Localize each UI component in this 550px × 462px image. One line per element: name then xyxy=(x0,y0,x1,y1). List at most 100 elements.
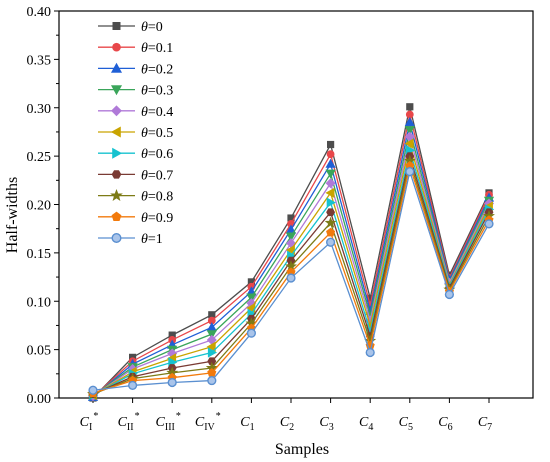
x-tick-label-main: C xyxy=(80,415,90,430)
x-tick-label: C4 xyxy=(359,415,373,433)
x-tick-label-sub: 7 xyxy=(487,422,492,433)
legend-label-value: =0.2 xyxy=(148,62,173,77)
legend-item: θ=1 xyxy=(98,232,163,247)
x-tick-label: CI* xyxy=(80,411,99,433)
data-point xyxy=(366,294,374,302)
data-point xyxy=(324,216,337,228)
x-tick-label-main: C xyxy=(359,415,369,430)
legend-marker xyxy=(111,211,122,221)
x-tick-label-main: C xyxy=(240,415,250,430)
legend-label: θ=0.2 xyxy=(141,62,173,77)
x-tick-label-sup: * xyxy=(216,411,221,422)
legend: θ=0θ=0.1θ=0.2θ=0.3θ=0.4θ=0.5θ=0.6θ=0.7θ=… xyxy=(98,20,173,247)
x-tick-label: CII* xyxy=(118,411,140,433)
x-tick-label: C7 xyxy=(478,415,492,433)
x-tick-label-sub: IV xyxy=(204,422,215,433)
x-tick-label: CIV* xyxy=(195,411,221,433)
legend-label-symbol: θ xyxy=(141,190,148,205)
legend-label: θ=0 xyxy=(141,20,163,35)
legend-label: θ=0.6 xyxy=(141,147,173,162)
legend-marker xyxy=(111,232,122,243)
legend-label-symbol: θ xyxy=(141,105,148,120)
legend-label: θ=0.8 xyxy=(141,190,173,205)
x-tick-label-sup: * xyxy=(176,411,181,422)
y-axis-title: Half-widths xyxy=(4,177,21,253)
legend-label: θ=0.9 xyxy=(141,211,173,226)
legend-label: θ=0.3 xyxy=(141,84,173,99)
legend-item: θ=0.4 xyxy=(98,105,173,120)
legend-label-symbol: θ xyxy=(141,62,148,77)
x-tick-label-main: C xyxy=(195,415,205,430)
x-tick-label-main: C xyxy=(399,415,409,430)
legend-label-symbol: θ xyxy=(141,168,148,183)
data-point xyxy=(404,138,414,149)
y-tick-label: 0.30 xyxy=(27,102,52,117)
x-tick-label-main: C xyxy=(438,415,448,430)
x-tick-label-sup: * xyxy=(135,411,140,422)
data-point xyxy=(326,208,336,217)
legend-item: θ=0 xyxy=(98,20,163,35)
legend-marker xyxy=(110,188,123,201)
legend-marker xyxy=(110,62,123,73)
data-point xyxy=(207,347,218,358)
y-tick-label: 0.15 xyxy=(27,247,52,262)
legend-marker xyxy=(110,85,123,96)
x-tick-label-main: C xyxy=(156,415,166,430)
x-tick-label-sub: 3 xyxy=(329,422,334,433)
data-point xyxy=(207,375,217,386)
legend-label: θ=0.5 xyxy=(141,126,173,141)
x-tick-label-main: C xyxy=(118,415,128,430)
legend-item: θ=0.6 xyxy=(98,147,173,162)
data-point xyxy=(207,316,216,325)
data-point xyxy=(406,103,414,111)
legend-marker xyxy=(112,22,121,30)
legend-label-symbol: θ xyxy=(141,41,148,56)
legend-label-symbol: θ xyxy=(141,211,148,226)
legend-marker xyxy=(112,42,121,52)
data-point xyxy=(365,347,375,358)
legend-label: θ=0.4 xyxy=(141,105,173,120)
legend-label-value: =0.9 xyxy=(148,211,173,226)
x-tick-label-sup: * xyxy=(93,411,98,422)
x-tick-label-main: C xyxy=(319,415,329,430)
legend-label-value: =0.7 xyxy=(148,168,173,183)
y-tick-label: 0.00 xyxy=(27,392,52,407)
legend-label-value: =0.4 xyxy=(148,105,173,120)
x-tick-label: CIII* xyxy=(156,411,181,433)
legend-label-symbol: θ xyxy=(141,147,148,162)
x-tick-label: C2 xyxy=(280,415,294,433)
x-axis-title: Samples xyxy=(275,441,329,458)
data-point xyxy=(326,197,336,208)
legend-label-value: =0.5 xyxy=(148,126,173,141)
x-tick-label-sub: 6 xyxy=(448,422,453,433)
data-point xyxy=(325,158,336,168)
data-point xyxy=(405,167,415,177)
legend-marker xyxy=(110,126,121,138)
legend-item: θ=0.3 xyxy=(98,84,173,99)
data-point xyxy=(405,110,414,119)
data-point xyxy=(404,117,415,127)
legend-item: θ=0.1 xyxy=(98,41,173,56)
data-point xyxy=(326,237,336,247)
data-point xyxy=(404,126,415,136)
x-tick-label-sub: 5 xyxy=(408,422,413,433)
data-point xyxy=(325,187,335,199)
legend-label-symbol: θ xyxy=(141,20,148,35)
y-tick-label: 0.05 xyxy=(27,344,52,359)
x-tick-label: C6 xyxy=(438,415,452,433)
legend-marker xyxy=(111,170,122,179)
legend-label-symbol: θ xyxy=(141,84,148,99)
data-point xyxy=(206,341,216,352)
data-point xyxy=(285,232,297,242)
data-point xyxy=(325,169,336,179)
x-tick-label-main: C xyxy=(280,415,290,430)
x-tick-label: C3 xyxy=(319,415,333,433)
data-point xyxy=(326,150,335,159)
x-tick-label: C5 xyxy=(399,415,413,433)
data-point xyxy=(167,377,177,388)
x-tick-label-sub: 4 xyxy=(368,422,373,433)
legend-item: θ=0.2 xyxy=(98,62,173,77)
data-point xyxy=(325,178,336,189)
